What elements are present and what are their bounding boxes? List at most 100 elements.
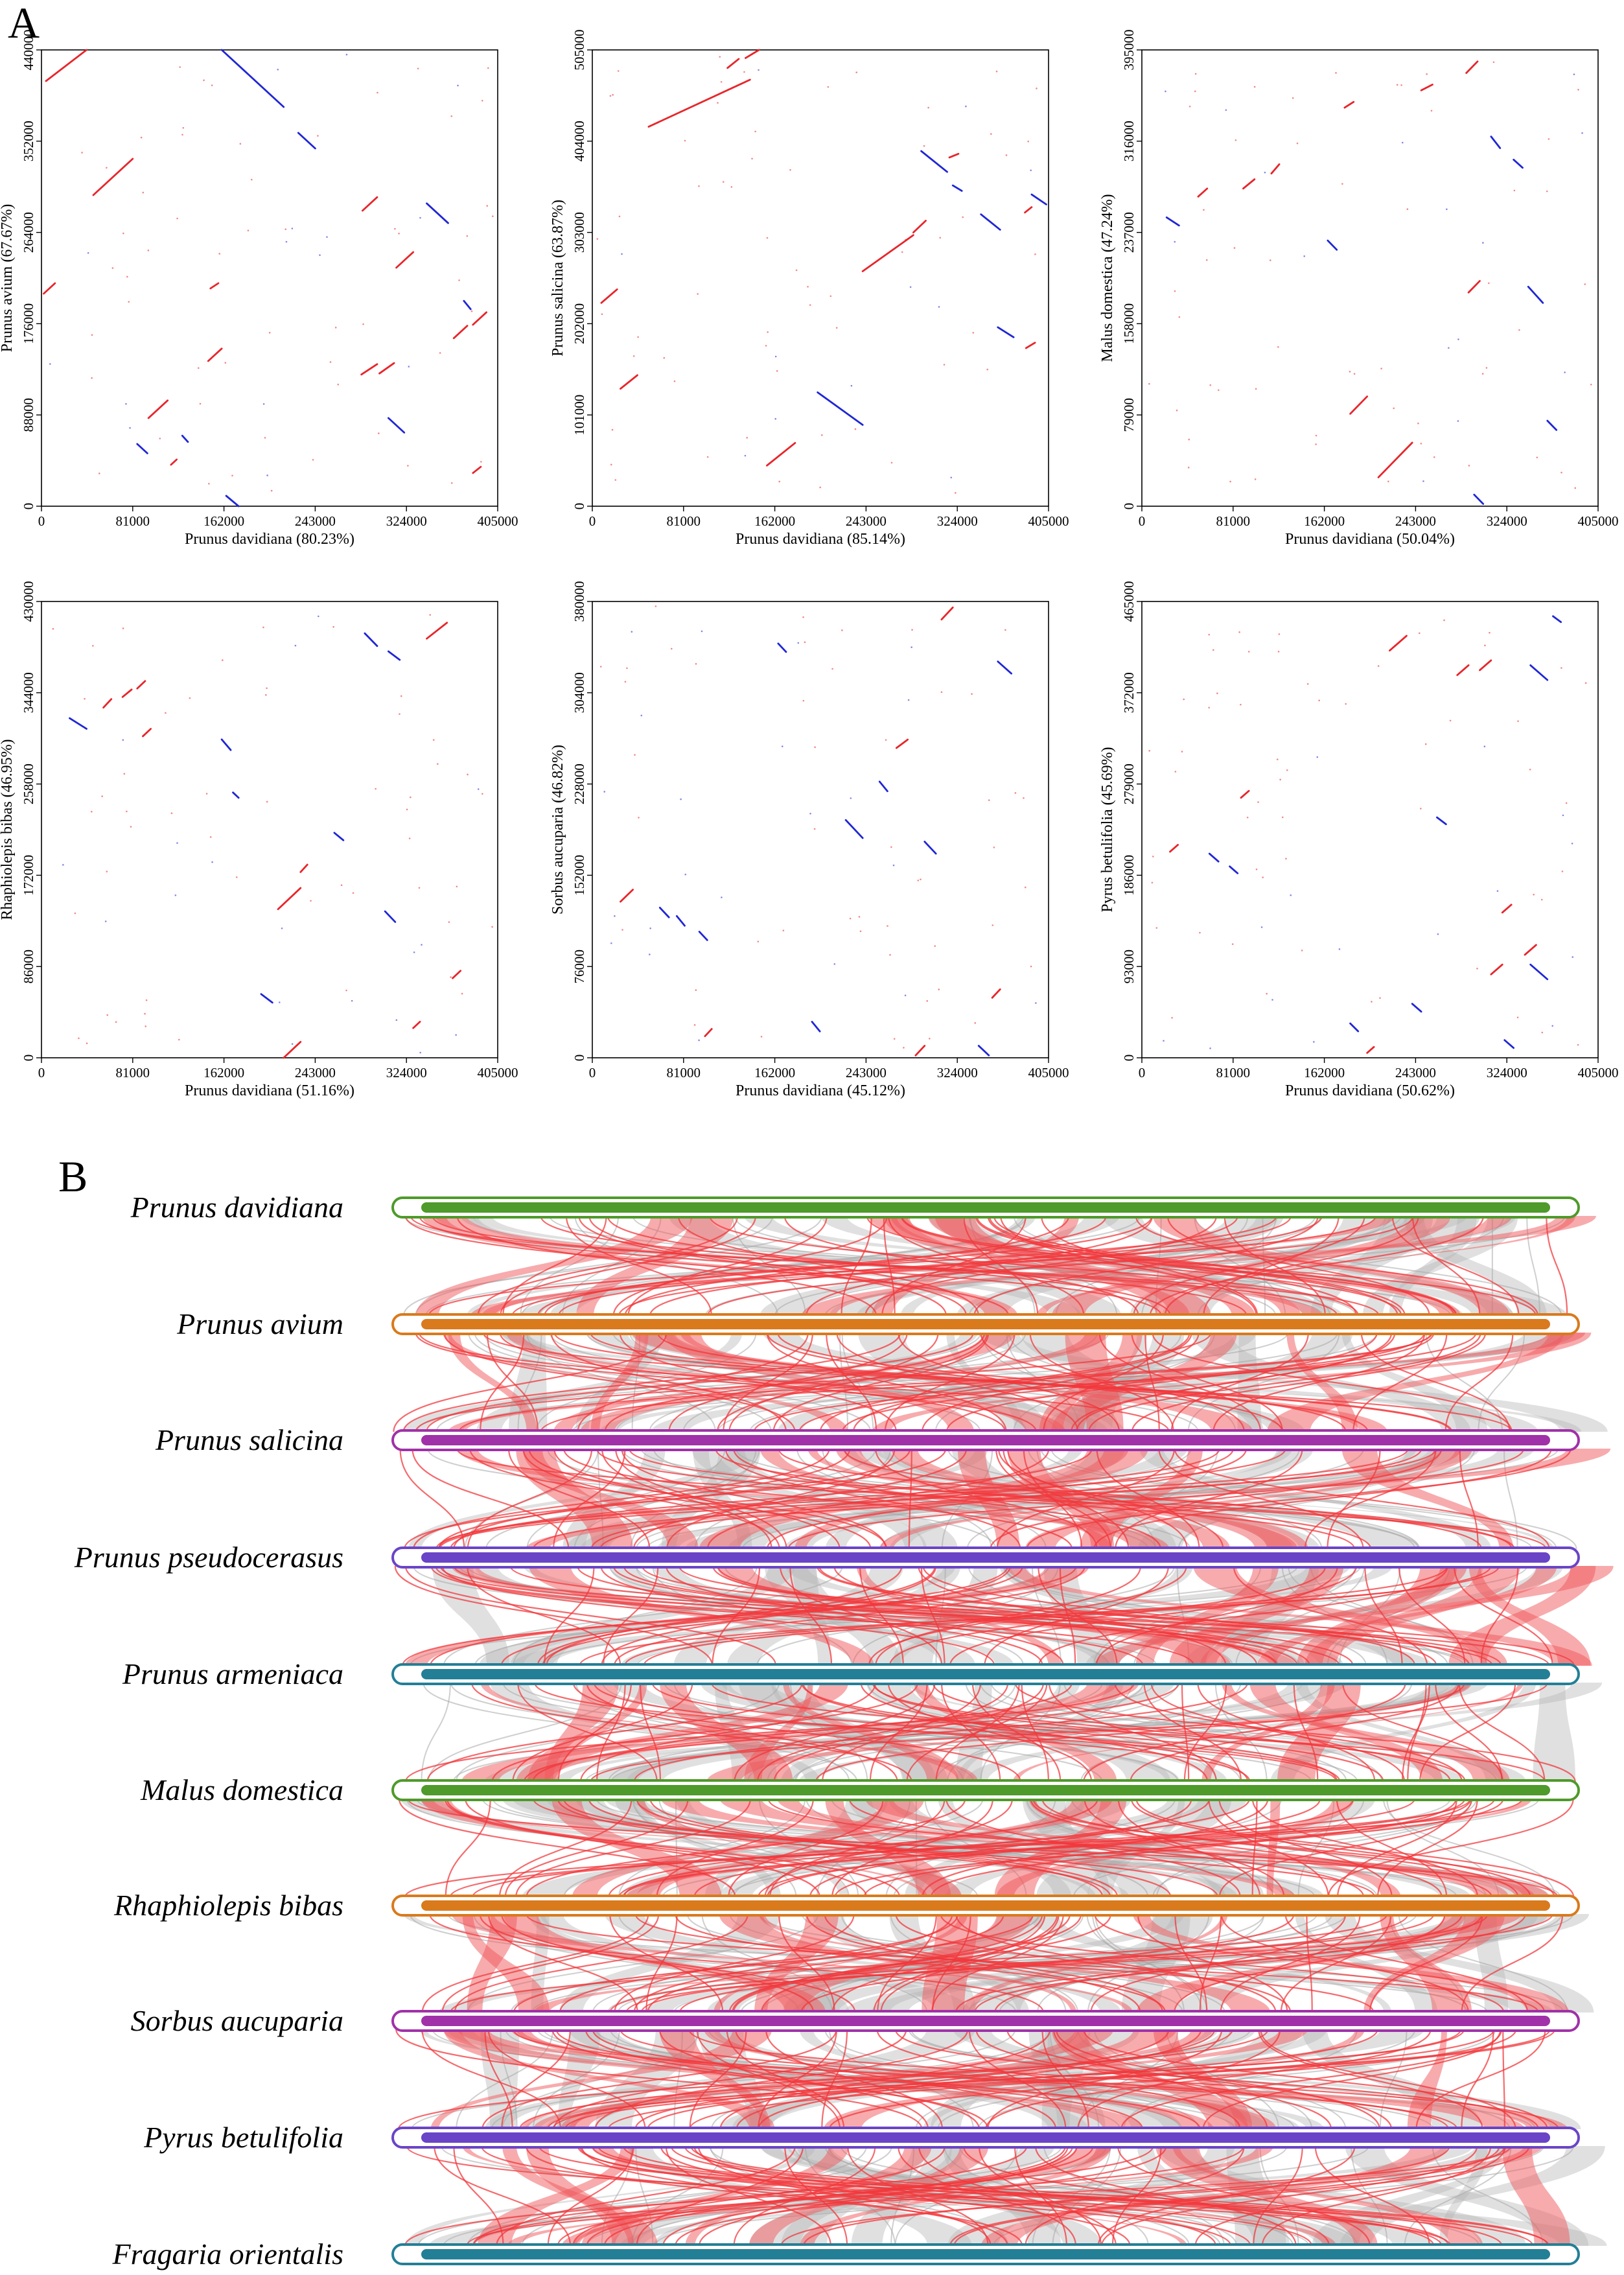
noise-dot	[1176, 409, 1178, 412]
forward-match-segment	[378, 362, 395, 375]
collinear-ribbon	[591, 2146, 1336, 2246]
collinear-link	[432, 1215, 1338, 1316]
chromosome-bar	[421, 1202, 1550, 1213]
collinear-link	[397, 2029, 1269, 2130]
collinear-link	[526, 1913, 1539, 2013]
background-ribbon	[1027, 1914, 1392, 2012]
y-tick-label: 79000	[1121, 398, 1137, 432]
noise-dot	[145, 1025, 147, 1027]
y-tick-label: 304000	[572, 672, 587, 713]
noise-dot	[1433, 456, 1435, 458]
noise-dot	[596, 238, 599, 240]
noise-dot	[81, 152, 83, 154]
collinear-link	[1120, 2029, 1503, 2130]
noise-dot	[841, 629, 843, 631]
y-tick-label: 202000	[572, 303, 587, 344]
collinear-link	[988, 1215, 1406, 1316]
noise-dot	[1212, 649, 1214, 651]
forward-match-segment	[452, 325, 469, 340]
x-tick-label: 162000	[754, 513, 795, 529]
collinear-link	[873, 1682, 1384, 1782]
noise-dot	[84, 697, 86, 700]
noise-dot	[903, 1047, 905, 1049]
noise-dot	[1277, 346, 1279, 348]
noise-dot	[284, 228, 287, 230]
noise-dot	[1484, 644, 1486, 647]
noise-dot	[1573, 73, 1575, 76]
noise-dot	[907, 699, 910, 701]
collinear-link	[526, 1798, 966, 1898]
noise-dot	[1260, 926, 1263, 928]
noise-dot	[1561, 870, 1564, 872]
collinear-link	[1041, 2029, 1089, 2130]
noise-dot	[1449, 719, 1452, 722]
collinear-link	[1208, 1798, 1329, 1898]
forward-match-segment	[102, 698, 113, 709]
noise-dot	[631, 631, 633, 633]
y-tick-label: 264000	[21, 212, 36, 253]
y-tick-label: 404000	[572, 121, 587, 161]
collinear-ribbon	[1305, 1566, 1520, 1666]
collinear-link	[393, 1332, 667, 1432]
x-tick-label: 324000	[1487, 513, 1527, 529]
y-tick-label: 395000	[1121, 30, 1137, 71]
reverse-match-segment	[232, 791, 240, 799]
background-ribbon	[1324, 1914, 1594, 2012]
noise-dot	[701, 630, 703, 633]
noise-dot	[285, 240, 288, 243]
panel-label-b: B	[58, 1152, 87, 1201]
noise-dot	[126, 275, 128, 278]
noise-dot	[224, 362, 227, 364]
noise-dot	[262, 402, 265, 405]
forward-match-segment	[360, 363, 378, 376]
x-tick-label: 324000	[937, 513, 978, 529]
collinear-link	[1218, 1798, 1472, 1898]
dotplot-5: 0 81000 162000 243000 324000 405000 0 76000 1520…	[550, 581, 1069, 1100]
collinear-ribbon	[1201, 1683, 1335, 1782]
background-ribbon	[760, 2146, 1607, 2246]
collinear-link	[1480, 1565, 1519, 1666]
noise-dot	[782, 929, 785, 931]
collinear-link	[1098, 1332, 1262, 1432]
y-axis-label: Rhaphiolepis bibas (46.95%)	[0, 739, 16, 920]
collinear-link	[864, 1215, 1217, 1316]
noise-dot	[695, 989, 697, 991]
noise-dot	[670, 648, 673, 650]
collinear-link	[651, 1682, 1341, 1782]
noise-dot	[1296, 142, 1299, 145]
collinear-ribbon	[1172, 2146, 1483, 2246]
collinear-link	[824, 1913, 1164, 2013]
noise-dot	[992, 924, 994, 926]
collinear-link	[975, 2029, 1332, 2130]
noise-dot	[807, 286, 809, 288]
forward-match-segment	[121, 688, 133, 698]
collinear-link	[415, 1332, 1212, 1432]
collinear-link	[1096, 1448, 1200, 1550]
noise-dot	[1457, 420, 1459, 422]
noise-dot	[1257, 801, 1259, 803]
noise-dot	[1577, 89, 1579, 91]
noise-dot	[375, 788, 377, 790]
noise-dot	[819, 486, 821, 489]
collinear-link	[636, 2145, 804, 2246]
x-axis-label: Prunus davidiana (45.12%)	[736, 1082, 905, 1099]
noise-dot	[264, 437, 266, 439]
species-label: Prunus avium	[176, 1307, 343, 1340]
x-tick-label: 405000	[1578, 1065, 1619, 1080]
collinear-link	[501, 1913, 815, 2013]
collinear-link	[1444, 1332, 1514, 1432]
collinear-link	[404, 1798, 1523, 1898]
noise-dot	[833, 963, 836, 965]
collinear-link	[558, 1215, 1292, 1316]
noise-dot	[222, 659, 224, 661]
dotplot-grid: 0 81000 162000 243000 324000 405000 0 88000 1760…	[0, 30, 1619, 1100]
collinear-link	[596, 1448, 1356, 1550]
reverse-match-segment	[364, 632, 378, 648]
forward-match-segment	[299, 863, 308, 873]
noise-dot	[406, 808, 408, 811]
noise-dot	[429, 614, 432, 616]
reverse-match-segment	[1411, 1003, 1422, 1013]
collinear-link	[806, 1215, 1154, 1316]
noise-dot	[1418, 632, 1421, 635]
forward-match-segment	[600, 288, 618, 304]
